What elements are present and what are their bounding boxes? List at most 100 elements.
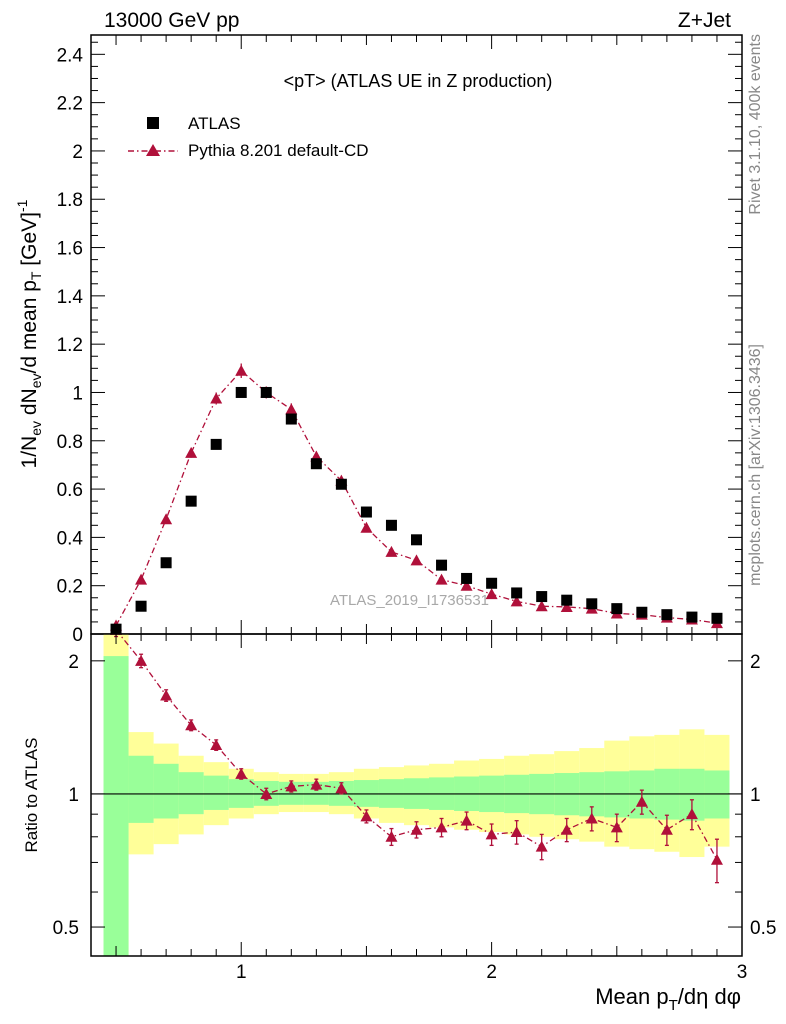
mcplots-label: mcplots.cern.ch [arXiv:1306.3436]	[747, 344, 764, 586]
atlas-point	[335, 478, 347, 490]
legend-atlas-label: ATLAS	[188, 114, 241, 133]
legend-atlas-marker	[147, 117, 159, 129]
ratio-mc-point	[560, 823, 573, 835]
atlas-point	[486, 577, 498, 589]
ratio-mc-point	[660, 823, 673, 835]
ratio-inner-band	[278, 781, 304, 805]
ratio-mc-point	[210, 739, 223, 751]
x-tick-label: 2	[486, 962, 497, 983]
mc-point	[135, 573, 148, 585]
ratio-mc-point	[185, 719, 198, 731]
ratio-mc-point	[435, 821, 448, 833]
main-y-tick-label: 0.6	[57, 480, 83, 501]
main-y-axis-title: 1/Nev dNev/d mean pT [GeV]-1	[14, 199, 44, 468]
mc-point	[435, 573, 448, 585]
main-y-tick-label: 0.2	[57, 577, 83, 598]
atlas-point	[310, 458, 322, 470]
mc-point	[560, 600, 573, 612]
ratio-mc-point	[685, 808, 698, 820]
mc-point	[210, 392, 223, 404]
mc-point	[360, 521, 373, 533]
ratio-mc-point	[510, 826, 523, 838]
main-y-axis-tick-labels: 0 0.2 0.4 0.6 0.8 1 1.2 1.4 1.6 1.8 2 2.2 2.4	[57, 45, 84, 646]
ratio-inner-band	[153, 763, 179, 819]
ratio-y-tick-label: 0.5	[53, 918, 79, 939]
ratio-mc-point	[460, 814, 473, 826]
atlas-point	[586, 598, 598, 610]
mc-point	[510, 595, 523, 607]
x-tick-label: 3	[737, 962, 748, 983]
ratio-inner-band	[203, 775, 229, 810]
ratio-mc-point	[160, 689, 173, 701]
atlas-point	[210, 438, 222, 450]
ratio-mc-point	[235, 767, 248, 779]
legend-mc-marker	[146, 144, 160, 156]
main-y-tick-label: 2	[72, 142, 83, 163]
atlas-point	[235, 386, 247, 398]
ratio-mc-point	[710, 853, 723, 865]
main-y-tick-label: 1.8	[57, 190, 83, 211]
ratio-inner-band	[303, 781, 329, 805]
mc-point	[185, 446, 198, 458]
atlas-point	[360, 506, 372, 518]
ratio-y-axis-tick-labels: 0.5 0.5 1 1 2 2	[53, 652, 777, 939]
ratio-panel: 0.5 0.5 1 1 2 2 1 2 3 Ratio to ATLAS Mean pT/dη…	[22, 633, 777, 1014]
main-y-tick-label: 1.4	[57, 287, 84, 308]
atlas-point	[711, 612, 723, 624]
atlas-point	[536, 591, 548, 603]
atlas-point	[185, 495, 197, 507]
main-y-tick-label: 0.8	[57, 432, 83, 453]
x-axis-tick-labels: 1 2 3	[236, 962, 747, 983]
mc-point	[385, 545, 398, 557]
mc-point	[460, 579, 473, 591]
ratio-inner-band	[178, 772, 204, 815]
legend-mc-label: Pythia 8.201 default-CD	[188, 141, 369, 160]
mc-point	[235, 364, 248, 376]
ratio-y-tick-label-right: 1	[750, 785, 761, 806]
plot-title: <pT> (ATLAS UE in Z production)	[284, 71, 553, 91]
legend: ATLAS Pythia 8.201 default-CD	[128, 114, 369, 160]
x-axis-title: Mean pT/dη dφ	[595, 984, 741, 1014]
rivet-version-label: Rivet 3.1.10, 400k events	[747, 34, 764, 215]
ratio-y-tick-label-right: 2	[750, 652, 761, 673]
main-mc-series	[110, 363, 723, 631]
ratio-y-tick-label: 2	[68, 652, 79, 673]
ratio-y-tick-label-right: 0.5	[750, 918, 776, 939]
atlas-point	[636, 606, 648, 618]
main-y-tick-label: 0	[72, 625, 83, 646]
main-y-tick-label: 1.6	[57, 239, 83, 260]
ratio-inner-band	[128, 755, 154, 823]
mc-point	[535, 600, 548, 612]
main-y-tick-label: 2.2	[57, 94, 83, 115]
ratio-mc-point	[585, 812, 598, 824]
atlas-point	[461, 572, 473, 584]
ratio-frame	[90, 633, 743, 957]
ratio-mc-point	[135, 654, 148, 666]
main-watermark: ATLAS_2019_I1736531	[330, 592, 489, 609]
main-y-tick-label: 1.2	[57, 335, 83, 356]
ratio-mc-point	[335, 782, 348, 794]
header-energy-label: 13000 GeV pp	[104, 9, 239, 32]
ratio-y-axis-title: Ratio to ATLAS	[22, 738, 41, 853]
main-data-series	[110, 386, 723, 634]
ratio-mc-point	[485, 828, 498, 840]
main-y-tick-label: 1	[72, 383, 83, 404]
ratio-mc-series	[110, 634, 723, 884]
main-y-axis-ticks	[90, 35, 743, 635]
ratio-mc-point	[360, 810, 373, 822]
atlas-point	[661, 609, 673, 621]
atlas-point	[436, 559, 448, 571]
ratio-mc-point	[610, 821, 623, 833]
main-y-tick-label: 2.4	[57, 45, 84, 66]
atlas-point	[511, 587, 523, 599]
atlas-point	[686, 611, 698, 623]
ratio-axis-ticks	[90, 634, 743, 956]
mc-line	[115, 369, 718, 626]
ratio-uncertainty-bands	[103, 634, 730, 956]
atlas-point	[260, 386, 272, 398]
atlas-point	[611, 603, 623, 615]
atlas-point	[160, 557, 172, 569]
mc-point	[285, 403, 298, 415]
mc-point	[410, 554, 423, 566]
ratio-mc-point	[310, 778, 323, 790]
